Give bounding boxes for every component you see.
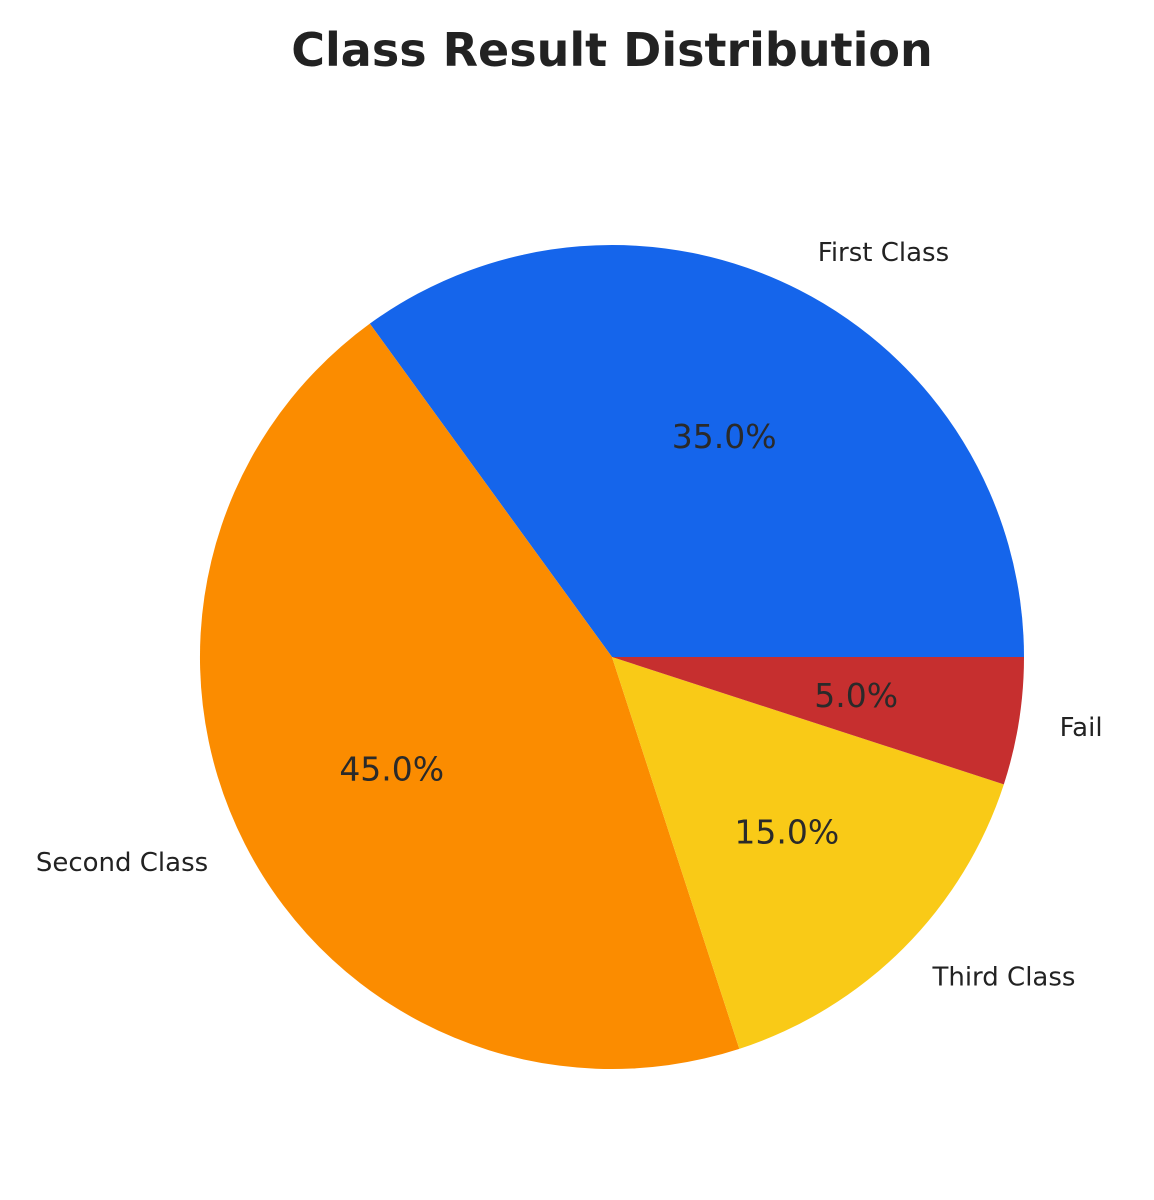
slice-label-first-class: First Class [818, 238, 949, 268]
slice-percent-fail: 5.0% [814, 676, 898, 715]
slice-label-fail: Fail [1060, 713, 1103, 743]
pie-slice-second-class [199, 323, 740, 1070]
pie-slice-first-class [369, 244, 1025, 658]
slice-percent-first-class: 35.0% [672, 417, 777, 456]
slice-label-second-class: Second Class [36, 848, 208, 878]
slice-percent-second-class: 45.0% [339, 750, 444, 789]
pie-labels: First Class 35.0% Second Class 45.0% Third C… [36, 238, 1103, 992]
pie-slice-fail [612, 657, 1024, 785]
pie-slices [199, 244, 1025, 1070]
slice-percent-third-class: 15.0% [734, 812, 839, 851]
chart-title: Class Result Distribution [291, 23, 932, 77]
slice-label-third-class: Third Class [931, 962, 1075, 992]
pie-slice-third-class [612, 657, 1004, 1049]
